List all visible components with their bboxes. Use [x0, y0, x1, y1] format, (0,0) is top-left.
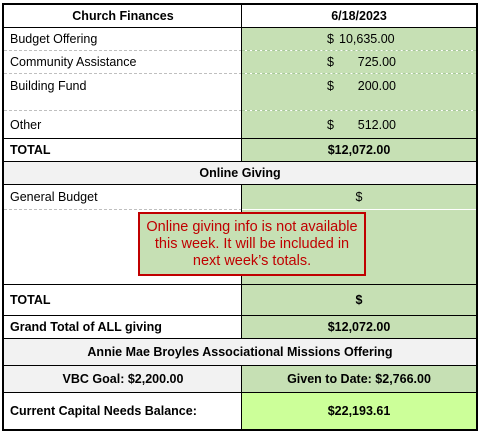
finance-sheet: Church Finances 6/18/2023 Budget Offerin…	[2, 3, 478, 431]
general-budget-label: General Budget	[10, 190, 98, 204]
finance-amount: 512.00	[357, 117, 396, 132]
general-budget-value: $	[242, 185, 476, 209]
header-row: Church Finances 6/18/2023	[4, 5, 476, 27]
finance-row-community: Community Assistance $ 725.00	[4, 51, 476, 73]
missions-goal: VBC Goal: $2,200.00	[4, 366, 242, 392]
currency-sign: $	[327, 55, 334, 69]
finance-label: Budget Offering	[10, 32, 98, 46]
finance-value: $ 10,635.00	[242, 28, 476, 50]
missions-row: VBC Goal: $2,200.00 Given to Date: $2,76…	[4, 366, 476, 392]
total-value: $12,072.00	[242, 139, 476, 161]
total-label: TOTAL	[10, 143, 51, 157]
online-total-row: TOTAL $	[4, 285, 476, 315]
general-budget-row: General Budget $	[4, 185, 476, 209]
finance-amount: 725.00	[357, 55, 396, 69]
finance-row-other: Other $ 512.00	[4, 111, 476, 138]
currency-sign: $	[327, 32, 334, 46]
grand-total-label: Grand Total of ALL giving	[10, 320, 162, 334]
online-giving-header: Online Giving	[4, 162, 476, 184]
finance-amount: 200.00	[357, 79, 396, 93]
total-row: TOTAL $12,072.00	[4, 139, 476, 161]
grand-total-value: $12,072.00	[242, 316, 476, 338]
finance-row-building: Building Fund $ 200.00	[4, 74, 476, 110]
finance-label: Building Fund	[10, 79, 87, 93]
online-total-label: TOTAL	[10, 293, 51, 307]
finance-value: $ 725.00	[242, 51, 476, 73]
capital-row: Current Capital Needs Balance: $22,193.6…	[4, 393, 476, 429]
missions-title: Annie Mae Broyles Associational Missions…	[87, 345, 393, 359]
missions-given: Given to Date: $2,766.00	[242, 366, 476, 392]
missions-header: Annie Mae Broyles Associational Missions…	[4, 339, 476, 365]
finance-row-budget: Budget Offering $ 10,635.00	[4, 28, 476, 50]
finance-value: $ 512.00	[242, 111, 476, 138]
currency-sign: $	[327, 79, 334, 93]
sheet-date: 6/18/2023	[331, 9, 387, 23]
capital-label: Current Capital Needs Balance:	[10, 404, 197, 418]
sheet-title: Church Finances	[72, 9, 174, 23]
capital-value: $22,193.61	[242, 393, 476, 429]
online-total-value: $	[242, 285, 476, 315]
finance-label: Community Assistance	[10, 55, 137, 69]
finance-label: Other	[10, 117, 42, 132]
online-giving-title: Online Giving	[199, 166, 281, 180]
finance-amount: 10,635.00	[339, 32, 395, 46]
online-giving-notice: Online giving info is not available this…	[138, 212, 366, 276]
finance-value: $ 200.00	[242, 74, 476, 110]
currency-sign: $	[327, 117, 334, 132]
grand-total-row: Grand Total of ALL giving $12,072.00	[4, 316, 476, 338]
